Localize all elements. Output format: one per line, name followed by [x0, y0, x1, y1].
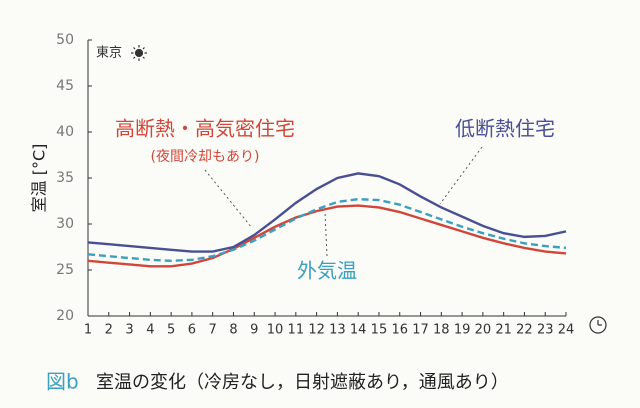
x-tick-label: 20	[475, 323, 492, 338]
leader-line	[324, 211, 328, 257]
x-tick-label: 16	[391, 323, 408, 338]
x-tick-label: 9	[250, 323, 258, 338]
caption: 室温の変化（冷房なし，日射遮蔽あり，通風あり）	[96, 372, 509, 393]
series-label: 外気温	[297, 259, 357, 283]
line-series	[87, 172, 567, 253]
x-tick-label: 21	[495, 323, 512, 338]
x-tick-label: 8	[229, 323, 237, 338]
series-label: 低断熱住宅	[455, 117, 555, 141]
y-tick-label: 35	[56, 170, 74, 186]
x-tick-label: 19	[454, 323, 471, 338]
y-tick-label: 30	[56, 216, 74, 232]
leader-line	[204, 169, 253, 229]
location-label: 東京	[96, 45, 122, 61]
y-tick-label: 45	[56, 78, 74, 94]
line-series	[87, 197, 567, 263]
x-tick-label: 18	[433, 323, 450, 338]
x-tick-label: 11	[288, 323, 305, 338]
x-tick-label: 3	[125, 323, 133, 338]
y-tick-label: 50	[56, 32, 74, 48]
annotation: (夜間冷却もあり)	[151, 149, 260, 165]
x-tick-label: 13	[329, 323, 346, 338]
decoration	[131, 45, 607, 334]
x-tick-label: 17	[412, 323, 429, 338]
y-tick-label: 25	[56, 262, 74, 278]
y-axis-label: 室温 [°C]	[30, 144, 49, 213]
y-tick-label: 20	[56, 308, 74, 324]
x-tick-label: 4	[146, 323, 154, 338]
x-tick-label: 10	[267, 323, 284, 338]
series-label: 高断熱・高気密住宅	[115, 117, 295, 141]
line-series	[87, 204, 567, 268]
clock-icon	[589, 316, 607, 334]
x-tick-label: 7	[209, 323, 217, 338]
x-tick-label: 1	[84, 323, 92, 338]
x-tick-label: 6	[188, 323, 196, 338]
x-tick-label: 12	[308, 323, 325, 338]
x-tick-label: 15	[371, 323, 388, 338]
sun-icon	[131, 45, 147, 61]
x-tick-label: 22	[516, 323, 533, 338]
x-tick-label: 5	[167, 323, 175, 338]
x-tick-label: 23	[537, 323, 554, 338]
x-tick-label: 24	[558, 323, 575, 338]
x-tick-label: 2	[105, 323, 113, 338]
y-tick-label: 40	[56, 124, 74, 140]
leader-line	[439, 146, 483, 205]
x-tick-label: 14	[350, 323, 367, 338]
caption-label: 図b	[46, 370, 79, 394]
